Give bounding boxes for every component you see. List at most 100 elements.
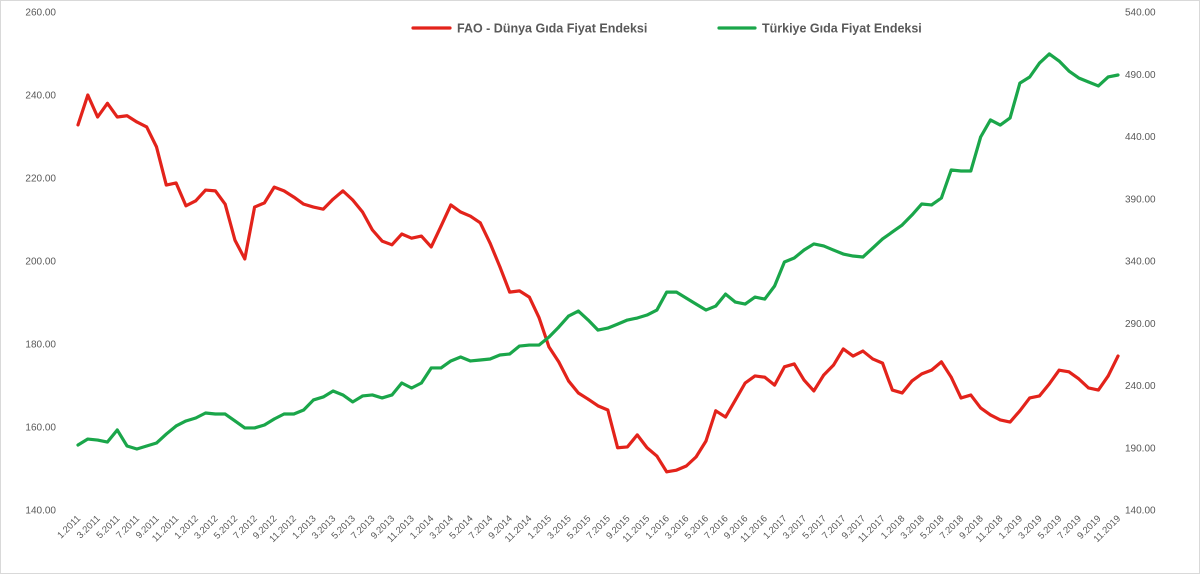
data-point-turkiye xyxy=(949,168,953,172)
data-point-fao xyxy=(263,201,266,205)
data-point-fao xyxy=(989,413,992,417)
right-axis-tick-label: 490.00 xyxy=(1125,70,1156,81)
data-point-fao xyxy=(1067,370,1071,374)
data-point-fao xyxy=(675,468,678,472)
data-point-turkiye xyxy=(508,352,512,356)
data-point-fao xyxy=(753,374,757,378)
data-point-turkiye xyxy=(312,398,315,402)
data-point-fao xyxy=(704,439,708,443)
data-point-fao xyxy=(282,189,286,193)
data-point-fao xyxy=(164,183,168,187)
data-point-fao xyxy=(125,114,129,118)
data-point-fao xyxy=(635,433,639,437)
data-point-fao xyxy=(410,236,413,240)
data-point-fao xyxy=(930,368,933,372)
data-point-turkiye xyxy=(989,118,992,122)
data-point-fao xyxy=(76,123,80,127)
data-point-turkiye xyxy=(1087,80,1090,84)
data-point-turkiye xyxy=(361,394,364,398)
data-point-fao xyxy=(1096,388,1100,392)
data-point-turkiye xyxy=(1067,69,1071,73)
data-point-turkiye xyxy=(410,386,413,390)
data-point-turkiye xyxy=(115,428,119,432)
data-point-fao xyxy=(832,363,835,367)
data-point-fao xyxy=(253,205,256,209)
data-point-turkiye xyxy=(537,343,541,347)
data-point-turkiye xyxy=(243,426,247,430)
right-axis-tick-label: 190.00 xyxy=(1125,443,1156,454)
data-point-fao xyxy=(1038,394,1041,398)
data-point-fao xyxy=(547,345,551,349)
data-point-turkiye xyxy=(498,353,502,357)
data-point-turkiye xyxy=(969,169,973,173)
data-point-turkiye xyxy=(370,393,374,397)
data-point-fao xyxy=(567,379,570,383)
data-point-fao xyxy=(724,415,727,419)
data-point-turkiye xyxy=(626,318,629,322)
data-point-fao xyxy=(920,372,924,376)
data-point-turkiye xyxy=(596,328,600,332)
data-point-turkiye xyxy=(263,423,266,427)
data-point-turkiye xyxy=(635,316,639,320)
data-point-turkiye xyxy=(792,256,796,260)
data-point-fao xyxy=(370,228,374,232)
data-point-turkiye xyxy=(135,447,139,451)
data-point-turkiye xyxy=(380,396,384,400)
data-point-fao xyxy=(380,239,384,243)
data-point-fao xyxy=(115,115,119,119)
data-point-fao xyxy=(331,197,335,201)
data-point-turkiye xyxy=(331,389,335,393)
data-point-turkiye xyxy=(606,326,610,330)
left-axis-tick-label: 160.00 xyxy=(25,423,56,434)
data-point-fao xyxy=(861,349,865,353)
data-point-turkiye xyxy=(439,366,443,370)
data-point-fao xyxy=(1116,354,1120,358)
data-point-fao xyxy=(910,379,914,383)
data-point-turkiye xyxy=(420,381,423,385)
data-point-fao xyxy=(155,145,158,149)
data-point-turkiye xyxy=(351,400,355,404)
data-point-turkiye xyxy=(1057,59,1061,63)
data-point-fao xyxy=(586,397,590,401)
data-point-turkiye xyxy=(1106,75,1110,79)
data-point-turkiye xyxy=(253,426,256,430)
data-point-fao xyxy=(1047,382,1051,386)
data-point-turkiye xyxy=(194,416,198,420)
data-point-turkiye xyxy=(223,412,227,416)
data-point-fao xyxy=(802,378,806,382)
data-point-fao xyxy=(645,446,649,450)
data-point-fao xyxy=(557,360,561,364)
data-point-turkiye xyxy=(783,260,786,264)
data-point-turkiye xyxy=(390,393,394,397)
right-axis-tick-label: 340.00 xyxy=(1125,257,1156,268)
data-point-turkiye xyxy=(459,355,463,359)
data-point-fao xyxy=(361,210,364,214)
data-point-fao xyxy=(773,383,776,387)
data-point-turkiye xyxy=(576,309,580,313)
series-layer xyxy=(76,52,1120,474)
data-point-fao xyxy=(213,189,217,193)
data-point-fao xyxy=(763,375,767,379)
data-point-fao xyxy=(341,189,345,193)
data-point-turkiye xyxy=(714,304,718,308)
data-point-fao xyxy=(184,204,188,208)
data-point-fao xyxy=(233,238,237,242)
data-point-turkiye xyxy=(1038,61,1041,65)
data-point-turkiye xyxy=(488,357,492,361)
data-point-fao xyxy=(537,316,541,320)
data-point-turkiye xyxy=(86,437,90,441)
data-point-turkiye xyxy=(321,395,325,399)
data-point-fao xyxy=(508,290,512,294)
data-point-turkiye xyxy=(1018,81,1022,85)
right-axis-tick-label: 140.00 xyxy=(1125,506,1156,517)
data-point-turkiye xyxy=(282,412,286,416)
data-point-fao xyxy=(145,125,149,129)
right-axis-tick-label: 540.00 xyxy=(1125,8,1156,19)
right-axis-tick-label: 440.00 xyxy=(1125,132,1156,143)
data-point-fao xyxy=(606,408,610,412)
data-point-turkiye xyxy=(518,344,521,348)
data-point-fao xyxy=(733,398,737,402)
data-point-fao xyxy=(1106,374,1110,378)
data-point-turkiye xyxy=(616,322,620,326)
